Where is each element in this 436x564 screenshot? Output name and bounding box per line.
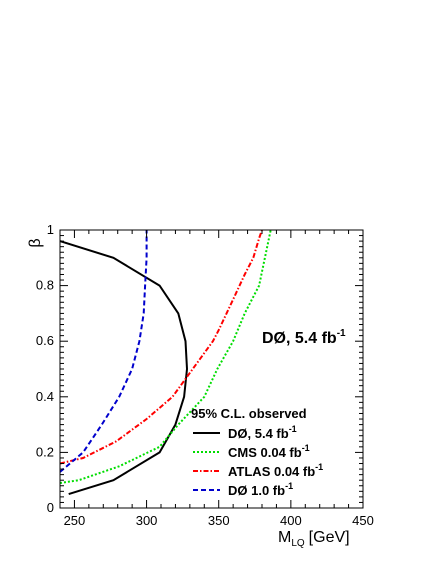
y-tick-label-5: 1 [47,222,54,237]
ticks-layer: 250 300 350 400 450 0 0.2 0.4 0.6 0.8 1 [36,222,374,528]
x-tick-label-4: 450 [352,513,374,528]
legend-label-0: DØ, 5.4 fb-1 [228,424,297,441]
legend-label-sup-2: -1 [315,462,323,472]
legend-label-text-1: CMS 0.04 fb [228,445,302,460]
series-line-2 [60,230,263,465]
legend-label-text-3: DØ 1.0 fb [228,483,285,498]
x-tick-label-0: 250 [64,513,86,528]
y-tick-label-3: 0.6 [36,333,54,348]
legend-label-text-2: ATLAS 0.04 fb [228,464,315,479]
series-layer [60,230,272,496]
annotation-main: DØ, 5.4 fb [262,330,337,347]
y-tick-label-2: 0.4 [36,389,54,404]
legend-label-2: ATLAS 0.04 fb-1 [228,462,323,479]
legend-label-text-0: DØ, 5.4 fb [228,426,289,441]
legend-label-1: CMS 0.04 fb-1 [228,443,310,460]
x-axis-title-main: M [278,529,291,546]
x-axis-title-unit: [GeV] [309,529,350,546]
legend-label-sup-3: -1 [285,481,293,491]
series-line-1 [60,230,272,484]
annotation-sup: -1 [337,328,346,339]
x-tick-label-1: 300 [136,513,158,528]
x-tick-label-3: 400 [280,513,302,528]
legend-label-sup-1: -1 [302,443,310,453]
x-axis-title: MLQ [GeV] [278,529,350,549]
y-axis-title: β [27,238,44,247]
legend-label-sup-0: -1 [289,424,297,434]
series-line-0 [60,240,189,496]
y-tick-label-1: 0.2 [36,444,54,459]
series-line-3 [60,230,148,473]
x-tick-label-2: 350 [208,513,230,528]
legend-header: 95% C.L. observed [191,406,307,421]
annotation-label: DØ, 5.4 fb-1 [262,328,346,347]
legend-label-3: DØ 1.0 fb-1 [228,481,293,498]
y-tick-label-4: 0.8 [36,278,54,293]
x-axis-title-sub: LQ [291,538,305,549]
y-tick-label-0: 0 [47,500,54,515]
